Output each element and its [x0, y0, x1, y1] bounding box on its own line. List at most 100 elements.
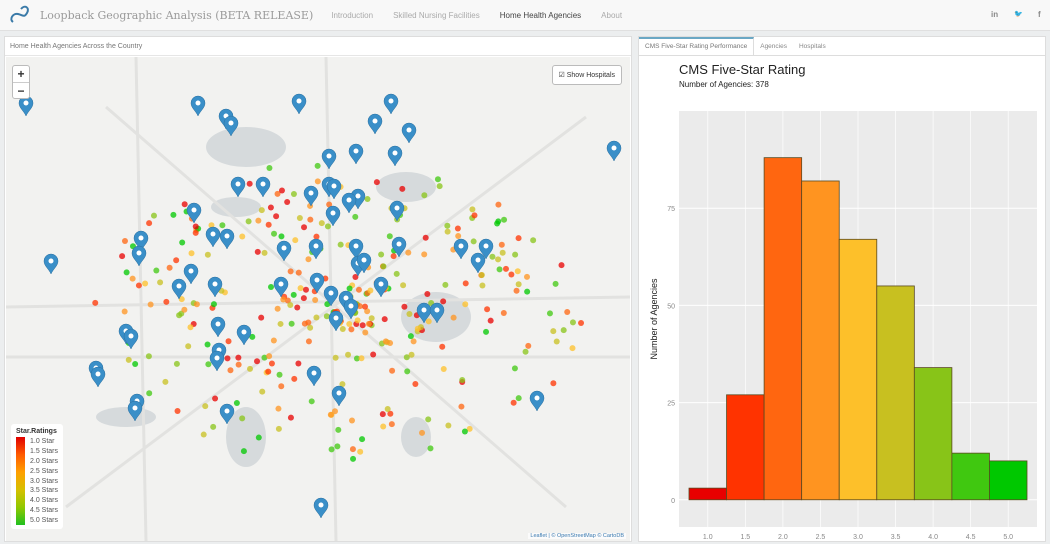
agency-dot [219, 222, 226, 229]
agency-dot [265, 221, 272, 228]
nav-home-health[interactable]: Home Health Agencies [499, 10, 582, 20]
agency-dot [187, 324, 194, 331]
agency-dot [314, 178, 321, 185]
agency-dot [346, 285, 353, 292]
y-axis-label: Number of Agencies [649, 278, 659, 360]
legend-item: 5.0 Stars [30, 517, 59, 524]
agency-dot [308, 398, 315, 405]
agency-dot [233, 400, 240, 407]
hospital-marker-icon [383, 93, 399, 115]
agency-dot [412, 380, 419, 387]
agency-dot [153, 267, 160, 274]
marker-dot [191, 207, 197, 213]
agency-dot [484, 306, 491, 313]
agency-dot [466, 425, 473, 432]
tab-hospitals[interactable]: Hospitals [798, 43, 826, 50]
agency-dot [227, 367, 234, 374]
zoom-in-button[interactable]: + [17, 67, 25, 81]
bar [838, 238, 878, 501]
agency-dot [378, 251, 385, 258]
agency-dot [239, 233, 246, 240]
agency-dot [225, 338, 232, 345]
marker-dot [195, 100, 201, 106]
marker-dot [296, 98, 302, 104]
zoom-out-button[interactable]: − [13, 82, 29, 98]
agency-dot [348, 326, 355, 333]
hospital-marker-icon [606, 140, 622, 162]
hospital-marker-icon [348, 238, 364, 260]
tab-agencies[interactable]: Agencies [760, 43, 787, 50]
agency-dot [495, 201, 502, 208]
agency-dot [525, 342, 532, 349]
agency-dot [389, 367, 396, 374]
hospital-marker-icon [18, 95, 34, 117]
agency-dot [368, 315, 375, 322]
bar [876, 285, 915, 501]
agency-dot [353, 355, 360, 362]
agency-dot [478, 272, 485, 279]
brand-title[interactable]: Loopback Geographic Analysis (BETA RELEA… [40, 8, 314, 22]
hospital-marker-icon [219, 228, 235, 250]
hospital-marker-icon [43, 253, 59, 275]
agency-dot [266, 165, 273, 172]
hospital-marker-icon [273, 276, 289, 298]
agency-dot [305, 319, 312, 326]
bar [801, 180, 840, 501]
hospital-marker-icon [529, 390, 545, 412]
agency-dot [92, 299, 99, 306]
hospital-marker-icon [326, 178, 342, 200]
agency-dot [292, 237, 299, 244]
agency-dot [208, 222, 215, 229]
marker-dot [326, 153, 332, 159]
agency-dot [513, 287, 520, 294]
facebook-icon[interactable]: f [1038, 10, 1041, 19]
agency-dot [157, 279, 164, 286]
agency-dot [173, 360, 180, 367]
agency-dot [553, 338, 560, 345]
agency-dot [390, 253, 397, 260]
bar [726, 394, 765, 501]
hospital-marker-icon [325, 205, 341, 227]
hospital-marker-icon [343, 298, 359, 320]
map[interactable]: + − ☑ Show Hospitals Star.Ratings 1.0 St… [6, 57, 630, 541]
checkbox-icon[interactable]: ☑ [558, 72, 565, 79]
agency-dot [445, 422, 452, 429]
x-tick-label: 3.0 [853, 534, 863, 541]
hospital-marker-icon [219, 403, 235, 425]
agency-dot [249, 333, 256, 340]
show-hospitals-toggle[interactable]: ☑ Show Hospitals [551, 65, 622, 85]
agency-dot [454, 225, 461, 232]
nav-introduction[interactable]: Introduction [331, 10, 374, 20]
legend-item: 3.0 Stars [30, 477, 59, 485]
chart-title: CMS Five-Star Rating [679, 62, 805, 77]
agency-dot [255, 217, 262, 224]
agency-dot [129, 275, 136, 282]
agency-dot [291, 375, 298, 382]
agency-dot [405, 249, 412, 256]
agency-dot [470, 238, 477, 245]
linkedin-icon[interactable]: in [991, 10, 999, 19]
marker-dot [394, 205, 400, 211]
nav-about[interactable]: About [601, 10, 623, 20]
agency-dot [326, 201, 333, 208]
map-attribution[interactable]: Leaflet | © OpenStreetMap © CartoDB [528, 533, 626, 539]
agency-dot [170, 211, 177, 218]
nav-skilled-nursing[interactable]: Skilled Nursing Facilities [393, 10, 480, 20]
agency-dot [522, 348, 529, 355]
agency-dot [181, 201, 188, 208]
agency-dot [176, 312, 183, 319]
agency-dot [399, 185, 406, 192]
map-legend: Star.Ratings 1.0 Star 1.5 Stars 2.0 Stars 2… [11, 424, 64, 529]
map-panel: Home Health Agencies Across the Country … [4, 36, 632, 542]
agency-dot [349, 446, 356, 453]
tab-rating-performance[interactable]: CMS Five-Star Rating Performance [639, 37, 755, 55]
map-layer[interactable] [6, 57, 630, 541]
agency-dot [578, 320, 585, 327]
agency-dot [142, 280, 149, 287]
twitter-icon[interactable]: 🐦 [1014, 11, 1023, 18]
agency-dot [425, 318, 432, 325]
marker-dot [214, 355, 220, 361]
agency-dot [125, 356, 132, 363]
x-tick-label: 1.5 [740, 534, 750, 541]
chart-panel: CMS Five-Star Rating Performance Agencie… [638, 36, 1046, 542]
